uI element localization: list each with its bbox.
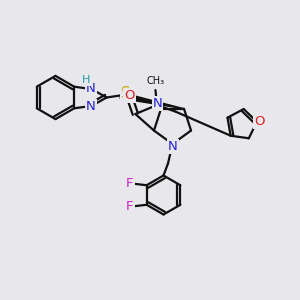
Text: F: F bbox=[126, 177, 134, 190]
Text: O: O bbox=[254, 115, 265, 128]
Text: N: N bbox=[168, 140, 178, 153]
Text: F: F bbox=[126, 200, 134, 213]
Text: H: H bbox=[82, 75, 90, 85]
Text: S: S bbox=[122, 86, 131, 101]
Polygon shape bbox=[120, 92, 184, 109]
Text: CH₃: CH₃ bbox=[146, 76, 164, 86]
Text: O: O bbox=[124, 89, 135, 102]
Text: N: N bbox=[86, 82, 96, 95]
Text: N: N bbox=[153, 97, 162, 110]
Text: N: N bbox=[86, 100, 96, 113]
